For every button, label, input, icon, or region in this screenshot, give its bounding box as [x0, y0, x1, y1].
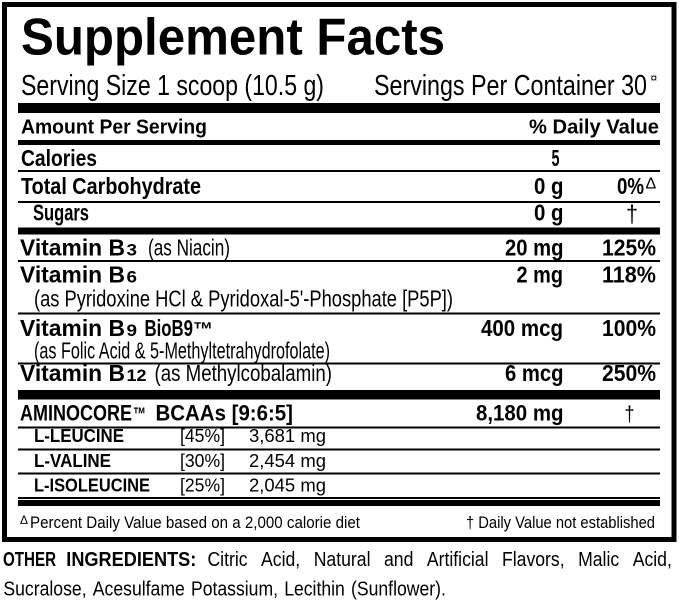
svg-text:Vitamin B: Vitamin B [20, 315, 125, 341]
svg-text:Total Carbohydrate: Total Carbohydrate [21, 173, 201, 199]
svg-text:BioB9: BioB9 [145, 315, 194, 341]
svg-text:8,180 mg: 8,180 mg [476, 401, 564, 426]
svg-text:Vitamin B: Vitamin B [20, 235, 125, 261]
svg-text:% Daily Value: % Daily Value [529, 117, 659, 139]
svg-text:400 mcg: 400 mcg [481, 315, 563, 341]
svg-text:12: 12 [127, 366, 147, 385]
svg-text:118%: 118% [602, 262, 656, 288]
svg-text:6 mcg: 6 mcg [505, 360, 564, 386]
svg-text:Vitamin B: Vitamin B [20, 262, 125, 288]
svg-text:2,454 mg: 2,454 mg [249, 451, 326, 471]
svg-text:5: 5 [552, 145, 560, 171]
svg-text:Δ: Δ [20, 513, 28, 527]
svg-text:Natural: Natural [314, 549, 371, 571]
svg-text:Sucralose,: Sucralose, [3, 579, 86, 601]
svg-text:(as Pyridoxine HCl & Pyridoxal: (as Pyridoxine HCl & Pyridoxal-5'-Phosph… [34, 286, 453, 312]
svg-text:20 mg: 20 mg [505, 235, 564, 261]
svg-text:9: 9 [127, 321, 138, 340]
svg-text:[45%]: [45%] [180, 426, 225, 446]
svg-text:100%: 100% [602, 315, 656, 341]
svg-text:Artificial: Artificial [427, 549, 489, 571]
svg-text:2 mg: 2 mg [517, 262, 564, 288]
svg-text:(as Methylcobalamin): (as Methylcobalamin) [155, 360, 333, 386]
svg-text:†: † [626, 201, 638, 228]
svg-text:(as Folic Acid & 5-Methyltetra: (as Folic Acid & 5-Methyltetrahydrofolat… [34, 338, 330, 364]
svg-text:BCAAs [9:6:5]: BCAAs [9:6:5] [156, 401, 294, 426]
svg-text:250%: 250% [602, 360, 656, 386]
svg-text:0 g: 0 g [534, 200, 564, 226]
svg-text:INGREDIENTS:: INGREDIENTS: [66, 549, 196, 571]
svg-text:Flavors,: Flavors, [502, 549, 565, 571]
svg-text:3: 3 [127, 241, 138, 260]
svg-text:Δ: Δ [646, 176, 657, 193]
svg-text:[30%]: [30%] [180, 451, 225, 471]
svg-text:Calories: Calories [21, 145, 97, 171]
svg-text:and: and [384, 549, 413, 571]
svg-text:Potassium,: Potassium, [191, 579, 278, 601]
svg-text:3,681 mg: 3,681 mg [249, 426, 326, 446]
svg-text:(as Niacin): (as Niacin) [148, 235, 230, 261]
svg-text:(Sunflower).: (Sunflower). [351, 579, 446, 601]
svg-text:Percent Daily Value based on a: Percent Daily Value based on a 2,000 cal… [30, 513, 360, 532]
svg-text:†: † [625, 403, 635, 426]
svg-text:™: ™ [193, 319, 213, 341]
svg-text:OTHER: OTHER [3, 549, 56, 571]
svg-text:Acesulfame: Acesulfame [93, 579, 185, 601]
svg-text:Acid,: Acid, [261, 549, 300, 571]
svg-text:L-LEUCINE: L-LEUCINE [34, 426, 124, 446]
svg-text:¤: ¤ [651, 71, 658, 85]
svg-text:L-ISOLEUCINE: L-ISOLEUCINE [34, 476, 150, 496]
svg-text:Malic: Malic [578, 549, 619, 571]
svg-text:0 g: 0 g [534, 173, 564, 199]
svg-text:Serving Size 1 scoop (10.5 g): Serving Size 1 scoop (10.5 g) [21, 70, 324, 102]
svg-text:Acid,: Acid, [633, 549, 672, 571]
svg-text:Vitamin B: Vitamin B [20, 360, 125, 386]
svg-text:L-VALINE: L-VALINE [34, 451, 111, 471]
svg-text:0%: 0% [617, 173, 644, 199]
svg-text:AMINOCORE: AMINOCORE [20, 401, 132, 426]
svg-text:Citric: Citric [208, 549, 248, 571]
svg-text:™: ™ [133, 405, 146, 426]
svg-text:6: 6 [127, 268, 138, 287]
svg-text:† Daily Value not established: † Daily Value not established [466, 513, 655, 532]
svg-text:Amount Per Serving: Amount Per Serving [21, 117, 207, 139]
svg-text:Lecithin: Lecithin [284, 579, 345, 601]
svg-text:Servings Per Container 30: Servings Per Container 30 [374, 70, 647, 102]
svg-text:2,045 mg: 2,045 mg [249, 476, 326, 496]
svg-text:Supplement Facts: Supplement Facts [21, 9, 445, 67]
svg-text:125%: 125% [602, 235, 656, 261]
svg-text:[25%]: [25%] [180, 476, 225, 496]
svg-text:Sugars: Sugars [33, 200, 89, 226]
